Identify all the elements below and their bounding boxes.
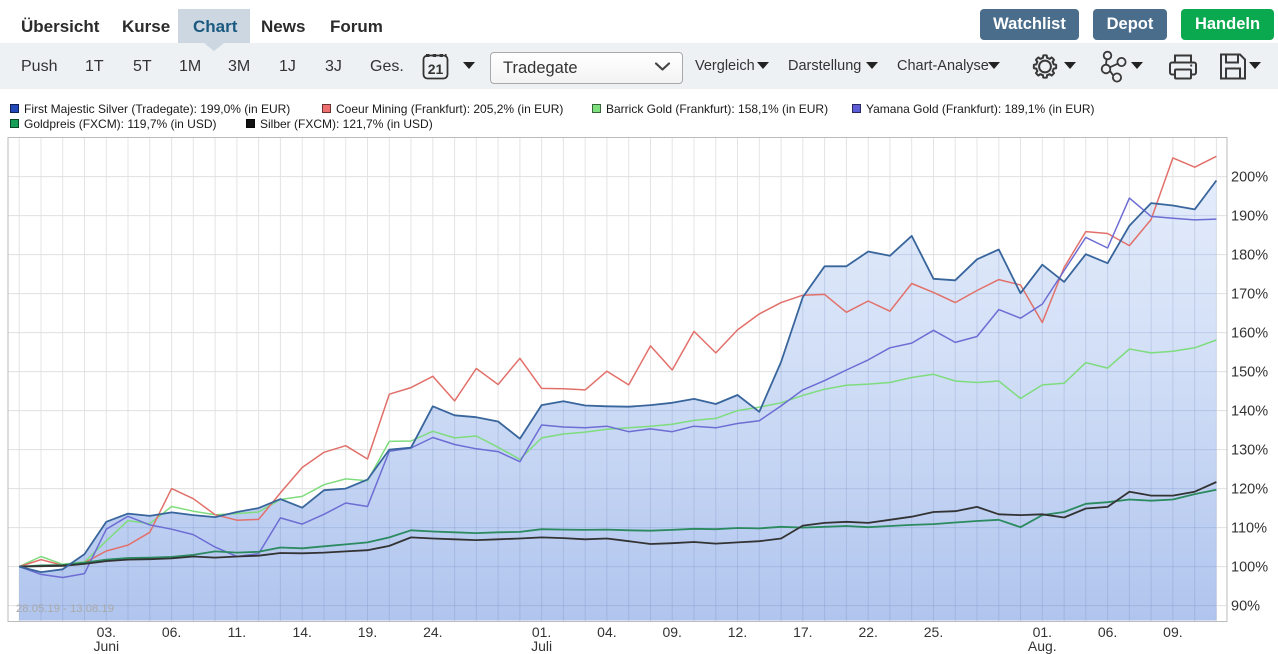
svg-text:19.: 19. <box>358 624 377 640</box>
svg-text:01.: 01. <box>532 624 551 640</box>
svg-text:200%: 200% <box>1231 170 1268 186</box>
svg-text:22.: 22. <box>858 624 877 640</box>
svg-text:150%: 150% <box>1231 365 1268 381</box>
svg-text:90%: 90% <box>1231 599 1260 615</box>
svg-text:140%: 140% <box>1231 404 1268 420</box>
svg-text:14.: 14. <box>292 624 311 640</box>
svg-text:25.: 25. <box>924 624 943 640</box>
svg-text:06.: 06. <box>162 624 181 640</box>
svg-text:130%: 130% <box>1231 443 1268 459</box>
svg-text:01.: 01. <box>1033 624 1052 640</box>
svg-text:100%: 100% <box>1231 560 1268 576</box>
svg-text:09.: 09. <box>662 624 681 640</box>
svg-text:110%: 110% <box>1231 521 1267 537</box>
svg-text:11.: 11. <box>228 624 246 640</box>
svg-text:28.05.19 - 13.08.19: 28.05.19 - 13.08.19 <box>16 603 114 615</box>
svg-text:06.: 06. <box>1098 624 1117 640</box>
svg-text:12.: 12. <box>728 624 747 640</box>
svg-text:04.: 04. <box>597 624 616 640</box>
svg-text:190%: 190% <box>1231 209 1268 225</box>
svg-text:09.: 09. <box>1163 624 1182 640</box>
svg-text:Juli: Juli <box>531 638 552 654</box>
svg-text:160%: 160% <box>1231 326 1268 342</box>
svg-text:Juni: Juni <box>93 638 119 654</box>
svg-text:03.: 03. <box>97 624 116 640</box>
svg-text:Aug.: Aug. <box>1028 638 1057 654</box>
svg-text:170%: 170% <box>1231 287 1268 303</box>
svg-text:17.: 17. <box>793 624 812 640</box>
svg-text:180%: 180% <box>1231 248 1268 264</box>
svg-text:120%: 120% <box>1231 482 1268 498</box>
svg-text:24.: 24. <box>423 624 442 640</box>
